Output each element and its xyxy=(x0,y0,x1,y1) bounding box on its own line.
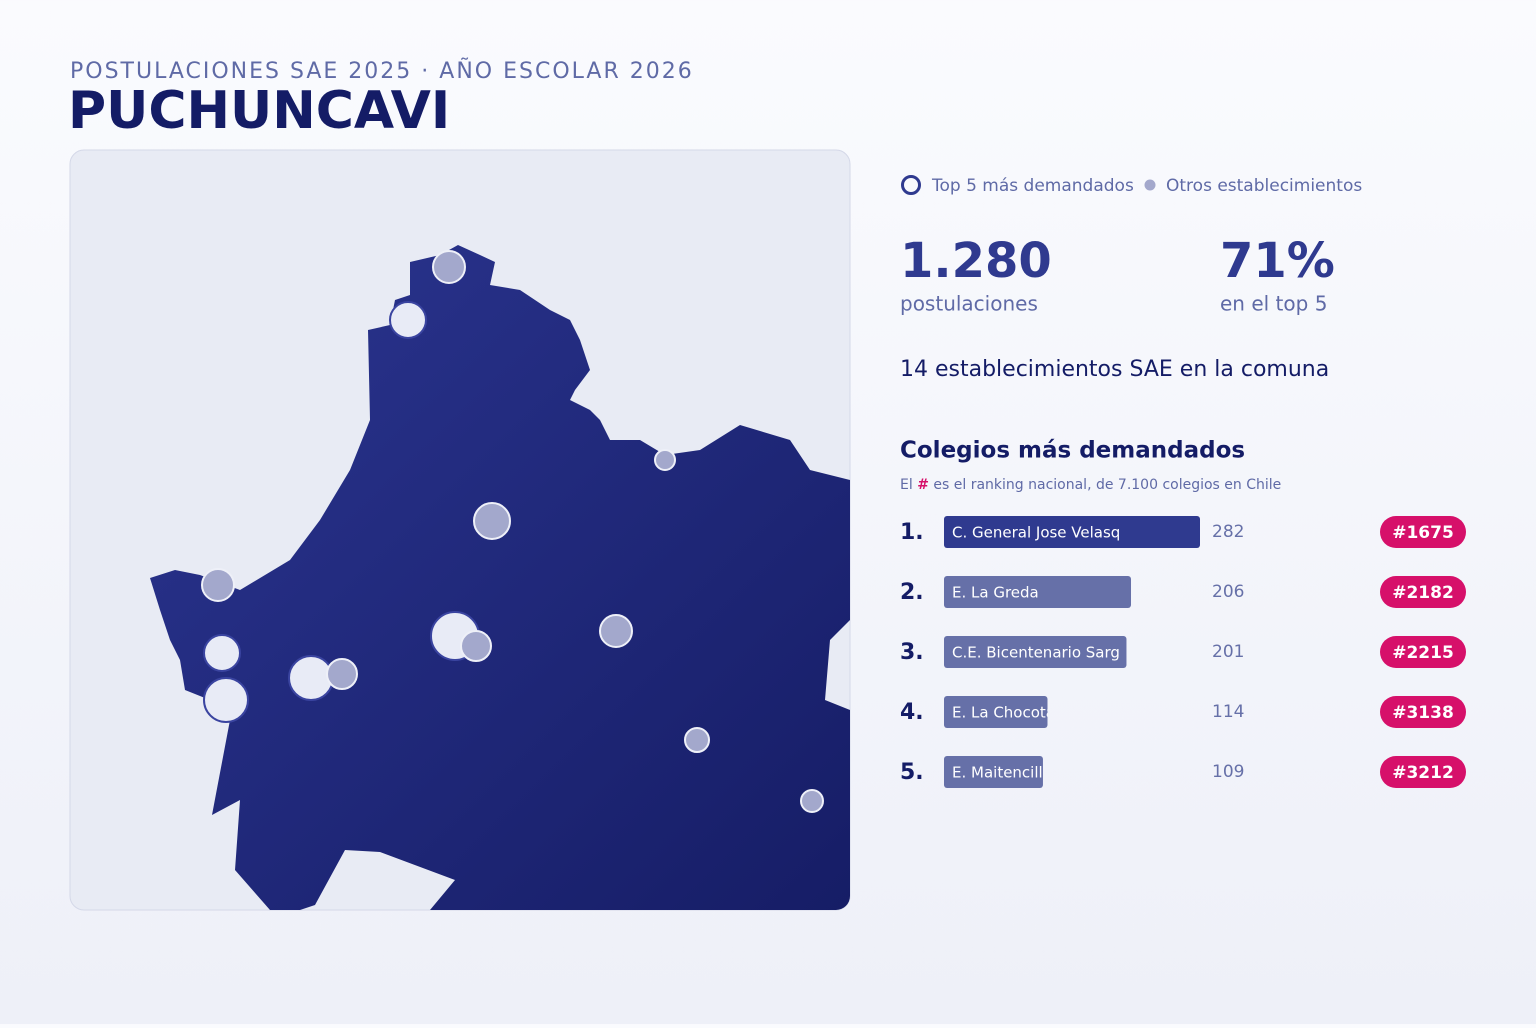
top-school-dot xyxy=(288,655,334,701)
value-label: 114 xyxy=(1212,702,1244,722)
school-dot xyxy=(599,614,633,648)
subtitle-text: El xyxy=(900,477,913,493)
bar-label: C. General Jose Velasq xyxy=(952,524,1120,542)
subtitle-text: es el ranking nacional, de 7.100 colegio… xyxy=(933,477,1281,493)
rank: 4. xyxy=(900,700,924,725)
badge-label: #3138 xyxy=(1392,703,1454,723)
school-dot xyxy=(460,630,492,662)
bar-label: E. La Greda xyxy=(952,584,1039,602)
chart-title: Colegios más demandados xyxy=(900,438,1245,464)
value-label: 206 xyxy=(1212,582,1244,602)
school-dot xyxy=(654,449,676,471)
stat-label: postulaciones xyxy=(900,292,1038,316)
stat-label: en el top 5 xyxy=(1220,292,1327,316)
badge-label: #1675 xyxy=(1392,523,1454,543)
legend-others-icon xyxy=(1144,179,1156,191)
bar-list: 1. C. General Jose Velasq 282 #1675 2. E. La … xyxy=(900,516,1466,788)
stat-value: 71% xyxy=(1220,233,1335,289)
commune-shape xyxy=(150,245,850,910)
badge xyxy=(1380,756,1466,788)
school-dot xyxy=(326,658,358,690)
bar-label: C.E. Bicentenario Sarg xyxy=(952,644,1120,662)
school-dot xyxy=(473,502,511,540)
bar xyxy=(944,636,1127,668)
bar xyxy=(944,696,1048,728)
value-label: 282 xyxy=(1212,522,1244,542)
school-dot xyxy=(800,789,824,813)
top-school-dot xyxy=(203,634,241,672)
school-dot xyxy=(432,250,466,284)
map xyxy=(150,245,850,910)
legend-top5: Top 5 más demandados xyxy=(931,176,1134,196)
bar xyxy=(944,756,1043,788)
legend-others: Otros establecimientos xyxy=(1166,176,1362,196)
stat-value: 1.280 xyxy=(900,233,1052,289)
bar xyxy=(944,516,1200,548)
rank: 1. xyxy=(900,520,924,545)
summary: 14 establecimientos SAE en la comuna xyxy=(900,357,1329,382)
rank: 5. xyxy=(900,760,924,785)
bar-label: E. La Chocota xyxy=(952,704,1055,722)
subtitle-mark: # xyxy=(917,477,929,493)
badge-label: #2215 xyxy=(1392,643,1454,663)
bar xyxy=(944,576,1132,608)
top-school-dot xyxy=(389,301,427,339)
kicker: POSTULACIONES SAE 2025 · AÑO ESCOLAR 202… xyxy=(70,57,694,84)
title: PUCHUNCAVI xyxy=(68,81,450,141)
school-dot xyxy=(201,568,235,602)
rank: 3. xyxy=(900,640,924,665)
badge xyxy=(1380,516,1466,548)
value-label: 109 xyxy=(1212,762,1244,782)
other-schools xyxy=(201,250,824,813)
badge-label: #2182 xyxy=(1392,583,1454,603)
badge-label: #3212 xyxy=(1392,763,1454,783)
value-label: 201 xyxy=(1212,642,1244,662)
legend-top5-icon xyxy=(901,175,921,195)
badge xyxy=(1380,696,1466,728)
chart-subtitle: El # es el ranking nacional, de 7.100 co… xyxy=(900,477,1281,493)
school-dot xyxy=(684,727,710,753)
rank: 2. xyxy=(900,580,924,605)
badge xyxy=(1380,636,1466,668)
top-school-dot xyxy=(203,677,249,723)
badge xyxy=(1380,576,1466,608)
bar-label: E. Maitencillo xyxy=(952,764,1052,782)
